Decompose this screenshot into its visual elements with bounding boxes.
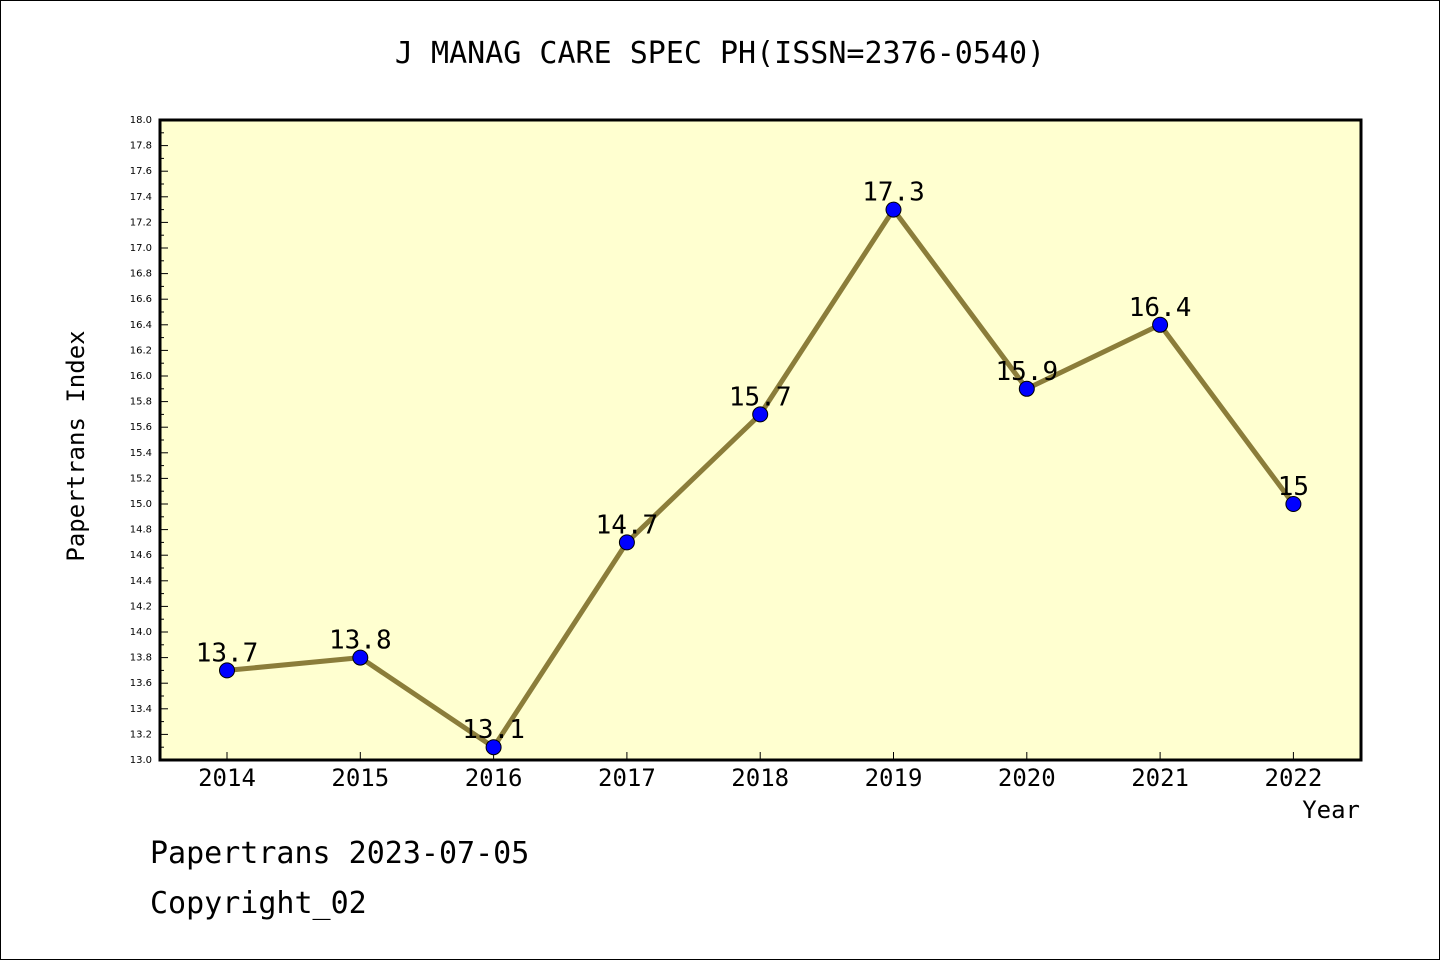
footer-copyright: Copyright_02 xyxy=(150,886,367,921)
y-tick-label: 15.8 xyxy=(130,397,152,408)
y-tick-label: 17.0 xyxy=(130,243,152,254)
data-label: 16.4 xyxy=(1129,293,1192,323)
data-point xyxy=(352,649,369,666)
data-point xyxy=(219,662,235,679)
y-tick-label: 13.4 xyxy=(130,704,152,715)
data-point xyxy=(885,201,902,218)
plot-area xyxy=(160,120,1361,760)
x-axis-label: Year xyxy=(1302,796,1360,824)
y-tick-label: 15.4 xyxy=(130,448,152,459)
plot-border xyxy=(158,118,1363,762)
data-label: 15 xyxy=(1278,472,1309,502)
y-tick-label: 15.0 xyxy=(130,499,152,510)
y-tick-label: 14.2 xyxy=(130,601,152,612)
y-tick-label: 16.4 xyxy=(130,320,152,331)
data-label: 15.7 xyxy=(729,382,792,412)
data-point xyxy=(1018,380,1035,397)
data-point xyxy=(752,406,769,423)
x-tick-label: 2016 xyxy=(465,764,523,792)
y-tick-label: 17.6 xyxy=(130,166,152,177)
x-tick-label: 2019 xyxy=(865,764,923,792)
x-tick-label: 2017 xyxy=(598,764,656,792)
data-label: 13.7 xyxy=(196,638,259,668)
y-tick-label: 16.0 xyxy=(130,371,152,382)
y-tick-label: 17.4 xyxy=(130,192,152,203)
y-tick-label: 14.4 xyxy=(130,576,152,587)
data-point xyxy=(1152,316,1169,333)
x-tick-label: 2018 xyxy=(731,764,789,792)
y-tick-label: 16.6 xyxy=(130,294,152,305)
y-tick-label: 13.6 xyxy=(130,678,152,689)
y-tick-label: 16.2 xyxy=(130,345,152,356)
y-tick-label: 13.8 xyxy=(130,653,152,664)
x-tick-label: 2021 xyxy=(1131,764,1189,792)
x-tick-label: 2014 xyxy=(198,764,256,792)
data-point xyxy=(1285,496,1302,512)
y-tick-label: 18.0 xyxy=(130,115,152,126)
data-label: 14.7 xyxy=(596,510,659,540)
y-tick-label: 13.2 xyxy=(130,729,152,740)
y-tick-label: 17.8 xyxy=(130,141,152,152)
footer-date: Papertrans 2023-07-05 xyxy=(150,836,530,871)
x-tick-label: 2015 xyxy=(331,764,389,792)
chart-title: J MANAG CARE SPEC PH(ISSN=2376-0540) xyxy=(394,36,1046,71)
data-label: 13.8 xyxy=(329,626,392,656)
y-tick-label: 15.2 xyxy=(130,473,152,484)
data-point xyxy=(485,739,502,756)
y-tick-label: 14.6 xyxy=(130,550,152,561)
y-tick-label: 16.8 xyxy=(130,269,152,280)
x-tick-label: 2020 xyxy=(998,764,1056,792)
data-label: 13.1 xyxy=(462,715,525,745)
data-label: 15.9 xyxy=(995,357,1058,387)
data-point xyxy=(618,534,635,551)
y-tick-label: 13.0 xyxy=(130,755,152,766)
data-label: 17.3 xyxy=(862,178,925,208)
y-tick-label: 14.8 xyxy=(130,525,152,536)
y-tick-label: 15.6 xyxy=(130,422,152,433)
y-tick-label: 14.0 xyxy=(130,627,152,638)
x-tick-label: 2022 xyxy=(1265,764,1323,792)
y-tick-label: 17.2 xyxy=(130,217,152,228)
